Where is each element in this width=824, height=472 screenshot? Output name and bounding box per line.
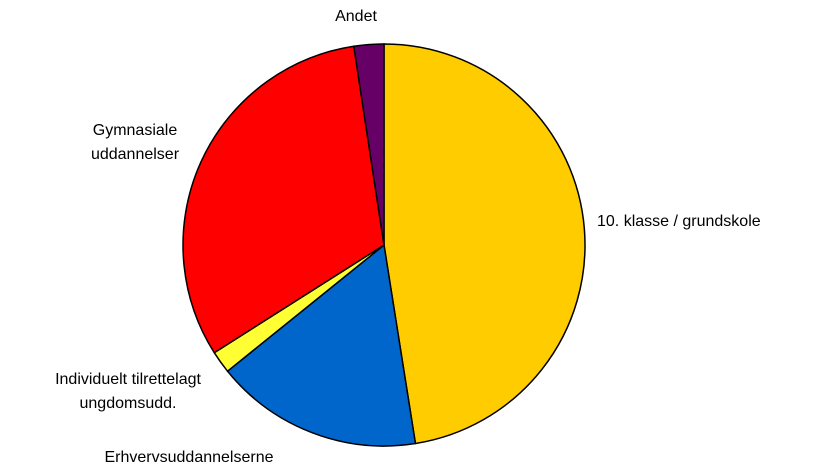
slice-label: 10. klasse / grundskole — [597, 213, 761, 230]
slice-label: Erhvervsuddannelserne — [104, 449, 274, 466]
pie-slice — [182, 45, 385, 354]
pie-slice — [383, 43, 586, 445]
pie-slice — [226, 243, 417, 447]
slice-label: Gymnasiale uddannelser — [90, 122, 180, 163]
pie-slice — [352, 43, 385, 246]
slice-label: Individuelt tilrettelagt ungdomsudd. — [55, 371, 201, 412]
slice-label: Andet — [335, 8, 377, 25]
